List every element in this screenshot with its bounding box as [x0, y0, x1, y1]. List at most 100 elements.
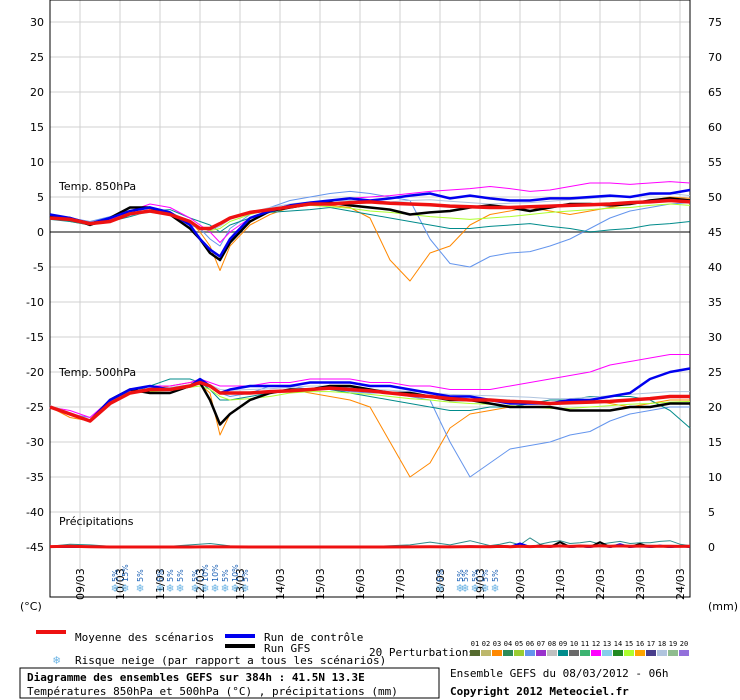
x-tick-label: 19/03: [474, 568, 487, 600]
perturbation-swatch: [646, 650, 656, 656]
x-tick-label: 21/03: [554, 568, 567, 600]
perturbation-swatch: [624, 650, 634, 656]
right-tick-label: 25: [708, 366, 722, 379]
panel-label-500: Temp. 500hPa: [58, 366, 136, 379]
right-tick-label: 65: [708, 86, 722, 99]
snow-flake-icon: ❄: [491, 581, 498, 595]
left-tick-label: -35: [26, 471, 44, 484]
perturbation-id-label: 18: [658, 640, 666, 648]
right-tick-label: 40: [708, 261, 722, 274]
snow-flake-icon: ❄: [211, 581, 218, 595]
snow-flake-icon: ❄: [461, 581, 468, 595]
x-tick-label: 18/03: [434, 568, 447, 600]
t850-mean-line: [49, 198, 691, 231]
x-tick-label: 13/03: [234, 568, 247, 600]
snow-risk-label: 5%: [241, 569, 250, 582]
right-tick-label: 50: [708, 191, 722, 204]
snow-flake-icon: ❄: [111, 581, 118, 595]
left-tick-label: 15: [30, 121, 44, 134]
perturbation-swatch: [492, 650, 502, 656]
t500-perturbation-line: [49, 354, 690, 418]
t500-gfs-line: [49, 381, 690, 426]
left-tick-label: -40: [26, 506, 44, 519]
perturbation-id-label: 04: [504, 640, 512, 648]
snow-risk-label: 5%: [436, 569, 445, 582]
x-tick-label: 22/03: [594, 568, 607, 600]
perturbation-swatch: [635, 650, 645, 656]
perturbation-swatch: [569, 650, 579, 656]
perturbation-id-label: 16: [636, 640, 644, 648]
snow-risk-label: 5%: [221, 569, 230, 582]
snow-risk-label: 5%: [461, 569, 470, 582]
panel-label-precip: Précipitations: [59, 515, 134, 528]
perturbation-id-label: 08: [548, 640, 556, 648]
right-tick-label: 35: [708, 296, 722, 309]
right-tick-label: 0: [708, 541, 715, 554]
snow-risk-label: 15%: [121, 564, 130, 582]
perturbation-legend: 01 02 03 04 05 06 07 08 09 10 11 12 13 14 15 16 17 18 19 20: [470, 640, 689, 656]
t850-control-line: [49, 188, 691, 258]
footer-box: [19, 667, 440, 699]
right-tick-label: 60: [708, 121, 722, 134]
left-tick-label: 10: [30, 156, 44, 169]
perturbation-swatch: [580, 650, 590, 656]
snow-flake-icon: ❄: [221, 581, 228, 595]
x-tick-label: 23/03: [634, 568, 647, 600]
left-tick-label: -45: [26, 541, 44, 554]
right-tick-label: 70: [708, 51, 722, 64]
footer-run-info: Ensemble GEFS du 08/03/2012 - 06h: [450, 667, 669, 680]
perturbation-id-label: 13: [603, 640, 611, 648]
right-tick-label: 75: [708, 16, 722, 29]
left-tick-label: 5: [37, 191, 44, 204]
snow-flake-icon: ❄: [481, 581, 488, 595]
snow-risk-label: 10%: [201, 564, 210, 582]
perturbation-swatch: [536, 650, 546, 656]
snow-flake-icon: ❄: [156, 581, 163, 595]
perturbation-id-label: 06: [526, 640, 534, 648]
left-tick-label: -15: [26, 331, 44, 344]
t500-mean-line: [49, 380, 690, 423]
perturbation-id-label: 01: [471, 640, 479, 648]
precip-mean-line: [49, 544, 691, 549]
snow-flake-icon: ❄: [166, 581, 173, 595]
perturbation-id-label: 03: [493, 640, 501, 648]
snow-flake-icon: ❄: [176, 581, 183, 595]
perturbation-id-label: 10: [570, 640, 578, 648]
snow-risk-label: 10%: [231, 564, 240, 582]
perturbation-id-label: 12: [592, 640, 600, 648]
perturbation-swatch: [679, 650, 689, 656]
legend-gfs-label: Run GFS: [264, 642, 310, 655]
perturbation-id-label: 02: [482, 640, 490, 648]
snow-flake-icon: ❄: [241, 581, 248, 595]
legend-snow-label: Risque neige (par rapport a tous les scé…: [75, 654, 386, 667]
snow-risk-label: 10%: [211, 564, 220, 582]
perturbation-id-label: 14: [614, 640, 622, 648]
x-tick-label: 11/03: [154, 568, 167, 600]
perturbation-swatch: [481, 650, 491, 656]
snow-flake-icon: ❄: [121, 581, 128, 595]
left-axis-ticks: 30 25 20 15 10 5 0 -5 -10 -15 -20 -25 -30 -35 -40 -45: [26, 16, 44, 554]
left-tick-label: -5: [33, 261, 44, 274]
snow-flake-icon: ❄: [456, 581, 463, 595]
legend-perturbations-label: 20 Perturbations: [369, 646, 475, 659]
snow-risk-label: 5%: [176, 569, 185, 582]
right-tick-label: 10: [708, 471, 722, 484]
right-tick-label: 55: [708, 156, 722, 169]
snow-risk-label: 5%: [191, 569, 200, 582]
right-axis-unit: (mm): [708, 600, 738, 613]
legend-snow-icon: ❄: [53, 653, 60, 667]
snow-flake-icon: ❄: [191, 581, 198, 595]
perturbation-id-label: 07: [537, 640, 545, 648]
perturbation-id-label: 15: [625, 640, 633, 648]
footer-subtitle: Températures 850hPa et 500hPa (°C) , pré…: [27, 685, 398, 698]
perturbation-swatch: [503, 650, 513, 656]
snow-risk-label: 5%: [491, 569, 500, 582]
left-tick-label: -10: [26, 296, 44, 309]
left-tick-label: -30: [26, 436, 44, 449]
perturbation-id-label: 17: [647, 640, 655, 648]
snow-risk-label: 5%: [471, 569, 480, 582]
perturbation-swatch: [558, 650, 568, 656]
perturbation-swatch: [602, 650, 612, 656]
